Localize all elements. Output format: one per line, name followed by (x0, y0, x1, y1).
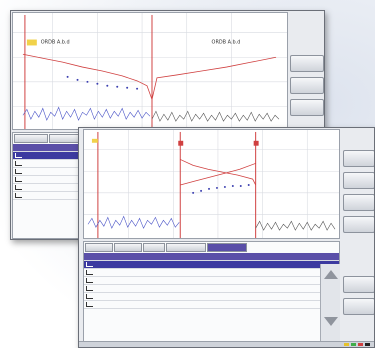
noise-floor-back (22, 106, 151, 121)
tab-front-5[interactable] (207, 243, 247, 252)
trace-red-back (22, 53, 277, 101)
event-icon (86, 294, 93, 299)
table-header-front (84, 253, 339, 261)
tab-front-3[interactable] (143, 243, 165, 252)
event-icon (15, 185, 22, 190)
table-row[interactable] (13, 184, 84, 192)
trace-dots-back (66, 75, 139, 90)
cursor-a-label: ORDB A.b.d (41, 39, 70, 45)
side-button-1[interactable] (290, 55, 324, 72)
scroll-down-icon[interactable] (323, 317, 338, 326)
tab-back-1[interactable] (14, 134, 48, 143)
scroll-up-icon[interactable] (323, 270, 338, 279)
table-row[interactable] (84, 301, 339, 309)
event-icon (15, 177, 22, 182)
event-icon (86, 302, 93, 307)
event-icon (86, 270, 93, 275)
status-led-icon (365, 343, 370, 346)
table-header-back (13, 144, 84, 152)
table-tabs-back (13, 133, 84, 144)
event-icon (15, 193, 22, 198)
marker-b-flag (178, 140, 184, 146)
event-icon (15, 169, 22, 174)
event-icon (86, 286, 93, 291)
table-row[interactable] (13, 168, 84, 176)
tab-front-1[interactable] (85, 243, 113, 252)
event-table-front (83, 241, 340, 346)
table-row[interactable] (84, 293, 339, 301)
trace-plot-front[interactable] (83, 129, 340, 239)
table-row[interactable] (13, 192, 84, 200)
side-menu-back (290, 51, 324, 116)
side-menu-front (343, 146, 374, 315)
trace-screen-front (78, 127, 375, 348)
marker-c-flag (253, 140, 259, 146)
table-row[interactable] (84, 261, 339, 269)
side-button-2[interactable] (343, 172, 374, 189)
trace-dots-front (192, 184, 250, 194)
event-icon (86, 278, 93, 283)
event-icon (86, 262, 93, 267)
noise-floor-back-right (151, 110, 280, 122)
side-button-3[interactable] (290, 99, 324, 116)
side-button-2[interactable] (290, 77, 324, 94)
tab-front-4[interactable] (166, 243, 206, 252)
table-row[interactable] (84, 277, 339, 285)
status-led-icon (358, 343, 363, 346)
table-row[interactable] (13, 152, 84, 160)
tab-front-2[interactable] (114, 243, 142, 252)
status-led-icon (344, 343, 349, 346)
side-button-5[interactable] (343, 276, 374, 293)
trace-red-front-rising (180, 163, 256, 186)
side-button-4[interactable] (343, 216, 374, 233)
noise-floor-front-right (255, 220, 336, 231)
table-row[interactable] (13, 160, 84, 168)
table-row[interactable] (84, 269, 339, 277)
side-button-6[interactable] (343, 298, 374, 315)
side-button-1[interactable] (343, 150, 374, 167)
table-scrollbar[interactable] (320, 264, 340, 342)
trace-chart-front (84, 130, 339, 238)
trace-plot-back[interactable]: ORDB A.b.d ORDB A.b.d (12, 12, 288, 130)
cursor-b-label: ORDB A.b.d (212, 39, 241, 45)
marker-flag (91, 138, 98, 143)
status-bar (79, 341, 374, 347)
event-icon (15, 153, 22, 158)
table-row[interactable] (84, 285, 339, 293)
trace-red-front-falling (180, 159, 257, 186)
marker-flag (26, 39, 37, 46)
side-button-3[interactable] (343, 194, 374, 211)
status-led-icon (351, 343, 356, 346)
trace-screen-back: ORDB A.b.d ORDB A.b.d (10, 10, 325, 240)
noise-floor-front (87, 215, 180, 229)
table-row[interactable] (13, 176, 84, 184)
trace-chart-back: ORDB A.b.d ORDB A.b.d (13, 13, 287, 129)
event-icon (15, 161, 22, 166)
table-tabs-front (84, 242, 339, 253)
event-table-back (12, 132, 85, 239)
